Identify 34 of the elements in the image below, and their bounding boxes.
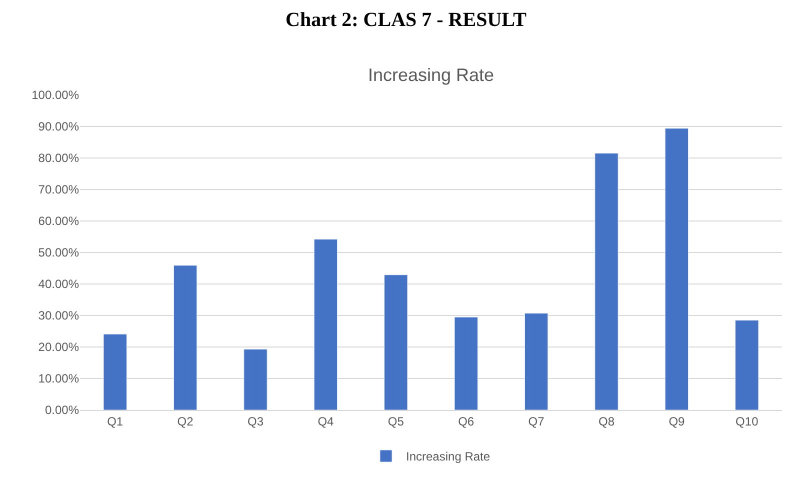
x-tick-label: Q5 — [388, 414, 404, 428]
y-tick-label: 0.00% — [44, 403, 80, 418]
y-tick-label: 60.00% — [38, 214, 80, 228]
legend-label: Increasing Rate — [406, 450, 490, 464]
x-tick-label: Q1 — [107, 414, 124, 428]
bar — [384, 274, 408, 410]
y-tick-label: 100.00% — [32, 88, 80, 102]
bar — [454, 316, 478, 410]
y-tick-label: 80.00% — [38, 151, 80, 166]
y-tick-label: 50.00% — [38, 246, 80, 260]
y-tick-label: 20.00% — [38, 340, 80, 354]
y-tick-label: 40.00% — [38, 277, 80, 292]
bar — [244, 348, 268, 410]
x-tick-label: Q9 — [668, 414, 686, 428]
y-tick-label: 10.00% — [38, 372, 80, 386]
chart-subtitle: Increasing Rate — [368, 65, 494, 85]
x-tick-label: Q10 — [736, 414, 759, 428]
bar — [314, 239, 338, 410]
y-tick-label: 70.00% — [38, 182, 80, 197]
y-tick-label: 90.00% — [38, 120, 80, 134]
bar — [735, 320, 759, 410]
x-tick-label: Q6 — [458, 414, 474, 428]
bar — [173, 265, 198, 410]
bar — [524, 313, 548, 410]
bar — [103, 334, 127, 410]
x-tick-label: Q7 — [528, 414, 545, 428]
x-tick-label: Q4 — [318, 414, 334, 428]
y-tick-label: 30.00% — [38, 308, 80, 323]
x-tick-label: Q3 — [247, 414, 264, 428]
x-tick-label: Q2 — [177, 414, 194, 428]
x-tick-label: Q8 — [598, 414, 615, 428]
bar — [664, 128, 689, 410]
chart-title: Chart 2: CLAS 7 - RESULT — [286, 9, 528, 32]
bar — [594, 153, 618, 410]
